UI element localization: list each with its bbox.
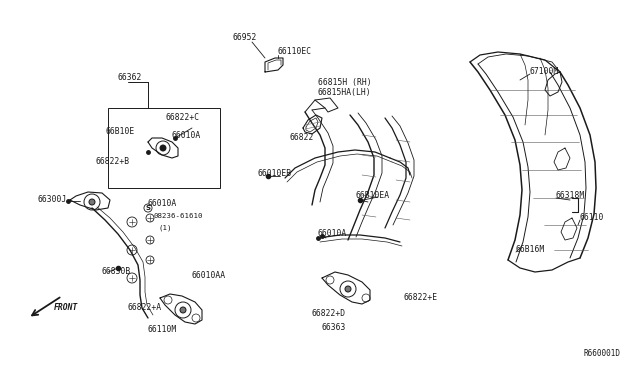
Circle shape bbox=[160, 145, 166, 151]
Text: 66110: 66110 bbox=[580, 214, 604, 222]
Bar bbox=[108, 108, 220, 188]
Text: 66010EB: 66010EB bbox=[258, 170, 292, 179]
Text: 66362: 66362 bbox=[118, 74, 142, 83]
Text: 66952: 66952 bbox=[233, 33, 257, 42]
Text: (1): (1) bbox=[158, 225, 172, 231]
Text: 66822+D: 66822+D bbox=[312, 310, 346, 318]
Text: S: S bbox=[145, 205, 150, 211]
Text: 66830B: 66830B bbox=[102, 267, 131, 276]
Text: 66110M: 66110M bbox=[148, 326, 177, 334]
Text: 66822+B: 66822+B bbox=[96, 157, 130, 167]
Text: 66822: 66822 bbox=[290, 134, 314, 142]
Text: 66110EC: 66110EC bbox=[278, 48, 312, 57]
Text: 66815H (RH): 66815H (RH) bbox=[318, 77, 372, 87]
Text: 66822+E: 66822+E bbox=[404, 294, 438, 302]
Text: R660001D: R660001D bbox=[583, 349, 620, 358]
Circle shape bbox=[180, 307, 186, 313]
Text: 66B10E: 66B10E bbox=[105, 128, 134, 137]
Text: 67100M: 67100M bbox=[530, 67, 559, 77]
Text: 66010A: 66010A bbox=[318, 230, 348, 238]
Text: 66318M: 66318M bbox=[556, 192, 585, 201]
Text: 66815HA(LH): 66815HA(LH) bbox=[318, 87, 372, 96]
Text: 66010A: 66010A bbox=[172, 131, 201, 141]
Text: 66822+C: 66822+C bbox=[165, 113, 199, 122]
Text: 66B16M: 66B16M bbox=[516, 246, 545, 254]
Text: 66010A: 66010A bbox=[148, 199, 177, 208]
Text: 08236-61610: 08236-61610 bbox=[154, 213, 204, 219]
Text: 66300J: 66300J bbox=[38, 196, 67, 205]
Circle shape bbox=[89, 199, 95, 205]
Text: 66B10EA: 66B10EA bbox=[355, 192, 389, 201]
Text: 66010AA: 66010AA bbox=[192, 272, 226, 280]
Text: 66363: 66363 bbox=[322, 324, 346, 333]
Text: 66822+A: 66822+A bbox=[128, 304, 162, 312]
Text: FRONT: FRONT bbox=[54, 304, 78, 312]
Circle shape bbox=[345, 286, 351, 292]
